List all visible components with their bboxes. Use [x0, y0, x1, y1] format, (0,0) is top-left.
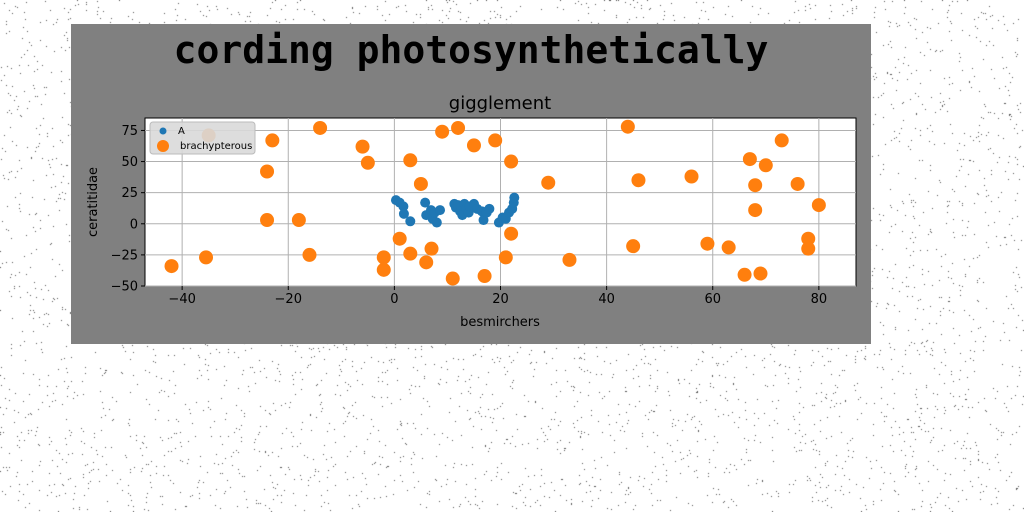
x-tick-label: 40 — [598, 292, 615, 307]
data-point-brachypterous — [631, 173, 646, 188]
data-point-brachypterous — [435, 124, 450, 139]
data-point-brachypterous — [419, 255, 434, 270]
data-point-a — [478, 215, 489, 226]
data-point-brachypterous — [684, 169, 699, 184]
data-point-brachypterous — [265, 133, 280, 148]
data-point-brachypterous — [403, 246, 418, 261]
data-point-a — [431, 217, 442, 228]
data-point-brachypterous — [700, 236, 715, 251]
data-point-brachypterous — [302, 247, 317, 262]
data-point-a — [420, 197, 431, 208]
series-a — [390, 192, 520, 228]
y-tick-label: 50 — [121, 155, 138, 170]
series-brachypterous — [164, 119, 826, 286]
data-point-brachypterous — [811, 198, 826, 213]
data-point-a — [398, 208, 409, 219]
data-point-brachypterous — [291, 213, 306, 228]
data-point-brachypterous — [541, 175, 556, 190]
data-point-brachypterous — [790, 176, 805, 191]
data-point-brachypterous — [774, 133, 789, 148]
y-axis-label: ceratitidae — [86, 167, 101, 237]
x-axis-label: besmirchers — [460, 315, 540, 330]
legend-label-brachypterous: brachypterous — [180, 141, 252, 152]
legend-label-a: A — [178, 126, 185, 137]
x-tick-label: −20 — [275, 292, 302, 307]
data-point-a — [405, 216, 416, 227]
x-tick-label: 20 — [492, 292, 509, 307]
figure-heading: cording photosynthetically — [173, 28, 769, 72]
legend-marker-brachypterous — [157, 140, 169, 152]
axis-ticks: −40 −20 0 20 40 60 80 −50 −25 0 25 50 75 — [111, 124, 828, 307]
x-tick-label: 60 — [704, 292, 721, 307]
data-point-brachypterous — [376, 250, 391, 265]
y-tick-label: 75 — [121, 124, 138, 139]
y-tick-label: −25 — [111, 248, 138, 263]
legend-box — [149, 121, 256, 155]
x-tick-label: −40 — [168, 292, 195, 307]
chart-title: gigglement — [449, 93, 551, 114]
data-point-brachypterous — [313, 120, 328, 135]
data-point-brachypterous — [753, 266, 768, 281]
data-point-brachypterous — [620, 119, 635, 134]
data-point-brachypterous — [758, 158, 773, 173]
data-point-brachypterous — [392, 231, 407, 246]
data-point-brachypterous — [199, 250, 214, 265]
data-point-brachypterous — [355, 139, 370, 154]
data-point-brachypterous — [742, 152, 757, 167]
x-tick-label: 0 — [390, 292, 398, 307]
x-tick-label: 80 — [811, 292, 828, 307]
data-point-brachypterous — [466, 138, 481, 153]
data-point-brachypterous — [801, 231, 816, 246]
data-point-brachypterous — [164, 259, 179, 274]
data-point-a — [509, 192, 520, 203]
data-point-brachypterous — [748, 178, 763, 193]
data-point-brachypterous — [504, 226, 519, 241]
data-point-brachypterous — [424, 241, 439, 256]
y-tick-label: 25 — [121, 186, 138, 201]
data-point-brachypterous — [562, 252, 577, 267]
data-point-brachypterous — [260, 213, 275, 228]
data-point-brachypterous — [260, 164, 275, 179]
data-point-brachypterous — [445, 271, 460, 286]
data-point-brachypterous — [488, 133, 503, 148]
y-tick-label: 0 — [130, 217, 138, 232]
data-point-a — [398, 201, 409, 212]
data-point-a — [435, 205, 446, 216]
data-point-brachypterous — [721, 240, 736, 255]
legend-marker-a — [159, 127, 167, 135]
data-point-brachypterous — [360, 155, 375, 170]
data-point-brachypterous — [626, 239, 641, 254]
legend: A brachypterous — [149, 121, 256, 155]
data-point-brachypterous — [413, 176, 428, 191]
data-point-brachypterous — [801, 241, 816, 256]
data-point-brachypterous — [403, 153, 418, 168]
data-point-brachypterous — [737, 267, 752, 282]
y-tick-label: −50 — [111, 280, 138, 295]
data-point-brachypterous — [504, 154, 519, 169]
data-point-brachypterous — [451, 120, 466, 135]
data-point-brachypterous — [748, 203, 763, 218]
data-point-a — [484, 203, 495, 214]
data-point-brachypterous — [498, 250, 513, 265]
data-point-brachypterous — [376, 262, 391, 277]
data-point-brachypterous — [477, 269, 492, 284]
